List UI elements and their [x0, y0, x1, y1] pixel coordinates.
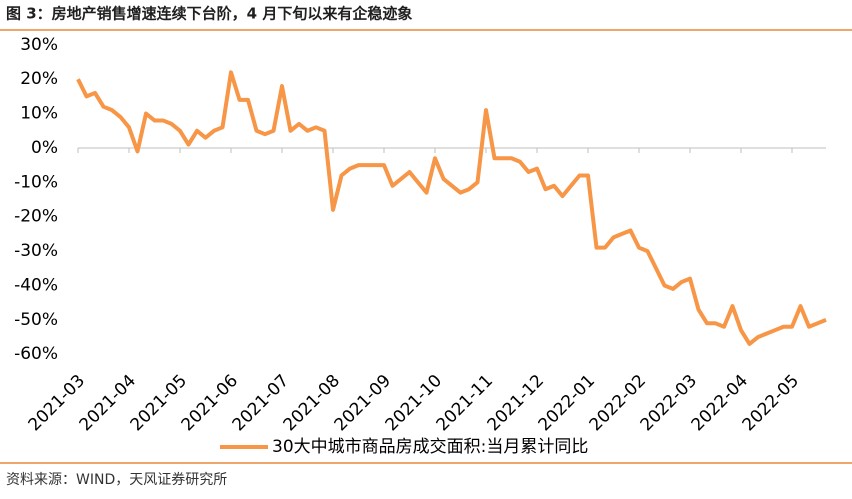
y-tick-label: 0%	[31, 138, 58, 158]
y-tick-label: 10%	[20, 104, 58, 124]
y-tick-label: -60%	[14, 344, 58, 364]
y-tick-label: 20%	[20, 69, 58, 89]
y-tick-label: -40%	[14, 275, 58, 295]
legend-label: 30大中城市商品房成交面积:当月累计同比	[272, 437, 588, 457]
y-tick-label: 30%	[20, 35, 58, 55]
y-tick-label: -10%	[14, 172, 58, 192]
series-line	[76, 70, 827, 346]
y-tick-label: -30%	[14, 241, 58, 261]
chart-title: 图 3：房地产销售增速连续下台阶，4 月下旬以来有企稳迹象	[6, 5, 412, 23]
source: 资料来源：WIND，天风证券研究所	[6, 472, 227, 488]
y-tick-label: -20%	[14, 207, 58, 227]
y-tick-label: -50%	[14, 310, 58, 330]
x-tick-label: 2022-05	[739, 371, 803, 435]
